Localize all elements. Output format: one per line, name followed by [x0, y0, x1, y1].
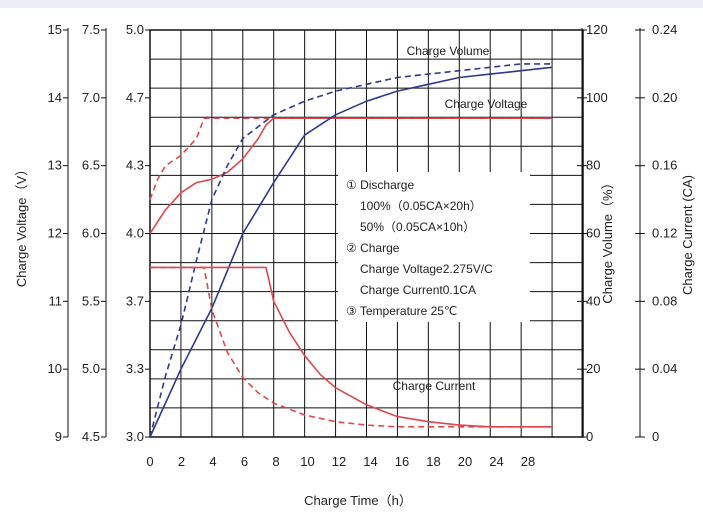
- y-tick-label-left-1: 12: [48, 226, 62, 241]
- x-tick-label: 2: [178, 454, 185, 469]
- y-tick-label-right-1: 60: [586, 226, 600, 241]
- y-tick-label-left-2: 4.5: [82, 429, 100, 444]
- y-tick-label-left-2: 7.5: [82, 22, 100, 37]
- y-axis-title-voltage: Charge Voltage（V）: [14, 163, 29, 287]
- y-tick-label-right-1: 100: [586, 90, 608, 105]
- y-tick-label-left-1: 15: [48, 22, 62, 37]
- y-tick-label-right-2: 0.08: [652, 293, 677, 308]
- y-tick-label-left-2: 6.5: [82, 158, 100, 173]
- x-tick-label: 12: [332, 454, 346, 469]
- y-tick-label-left-3: 4.7: [126, 90, 144, 105]
- y-tick-label-left-1: 14: [48, 90, 62, 105]
- x-tick-label: 10: [300, 454, 314, 469]
- y-tick-label-right-1: 20: [586, 361, 600, 376]
- y-tick-label-left-2: 5.0: [82, 361, 100, 376]
- annotation-line: ① Discharge: [346, 178, 414, 192]
- y-tick-label-left-2: 6.0: [82, 226, 100, 241]
- y-tick-label-right-1: 120: [586, 22, 608, 37]
- y-tick-label-right-1: 80: [586, 158, 600, 173]
- y-tick-label-right-2: 0.04: [652, 361, 677, 376]
- y-tick-label-left-3: 4.3: [126, 158, 144, 173]
- annotation-line: Charge Current0.1CA: [360, 283, 476, 297]
- y-tick-label-right-2: 0.20: [652, 90, 677, 105]
- x-tick-label: 20: [458, 454, 472, 469]
- x-tick-label: 8: [272, 454, 279, 469]
- y-tick-label-left-3: 5.0: [126, 22, 144, 37]
- curve-label-charge-volume: Charge Volume: [407, 44, 490, 58]
- y-tick-label-right-1: 0: [586, 429, 593, 444]
- y-tick-label-right-1: 40: [586, 293, 600, 308]
- x-tick-label: 16: [395, 454, 409, 469]
- charge-volume-curve-dashed: [149, 63, 553, 438]
- y-tick-label-left-1: 10: [48, 361, 62, 376]
- annotation-line: Charge Voltage2.275V/C: [360, 262, 493, 276]
- annotation-line: ② Charge: [346, 241, 400, 255]
- curve-label-charge-current: Charge Current: [393, 379, 476, 393]
- x-tick-label: 24: [489, 454, 503, 469]
- charge-current-curve-solid: [150, 266, 553, 428]
- x-tick-label: 18: [426, 454, 440, 469]
- x-tick-label: 4: [209, 454, 216, 469]
- x-tick-label: 0: [146, 454, 153, 469]
- axes: 15 14 13 12 11 10 9 7.5 7.0 6.5 6.0 5.5 5.0 4.5 5.0 4.7…: [14, 22, 695, 508]
- y-tick-label-left-3: 3.7: [126, 293, 144, 308]
- annotation-line: ③ Temperature 25℃: [346, 304, 457, 318]
- x-tick-label: 14: [363, 454, 377, 469]
- y-tick-label-left-3: 4.0: [126, 226, 144, 241]
- x-tick-label: 6: [241, 454, 248, 469]
- y-tick-label-left-2: 7.0: [82, 90, 100, 105]
- x-axis-title: Charge Time（h）: [304, 493, 412, 508]
- series: [149, 63, 553, 438]
- y-tick-label-right-2: 0.24: [652, 22, 677, 37]
- y-tick-label-left-2: 5.5: [82, 293, 100, 308]
- top-strip: [0, 0, 703, 8]
- y-tick-label-left-1: 13: [48, 158, 62, 173]
- y-tick-label-left-3: 3.3: [126, 361, 144, 376]
- labels: Charge Volume Charge Voltage Charge Curren…: [338, 44, 530, 393]
- y-axis-title-current: Charge Current (CA): [680, 175, 695, 295]
- y-tick-label-left-3: 3.0: [126, 429, 144, 444]
- y-axis-title-volume: Charge Volume（%）: [600, 176, 615, 303]
- charge-current-curve-dashed: [150, 266, 553, 428]
- annotation-line: 100%（0.05CA×20h）: [360, 199, 482, 213]
- annotation-box: [338, 172, 530, 322]
- y-tick-label-right-2: 0: [652, 429, 659, 444]
- annotation-line: 50%（0.05CA×10h）: [360, 220, 475, 234]
- charge-voltage-curve-dashed: [149, 117, 553, 200]
- charge-volume-curve-solid: [149, 66, 553, 438]
- y-tick-label-right-2: 0.12: [652, 226, 677, 241]
- curve-label-charge-voltage: Charge Voltage: [445, 97, 528, 111]
- y-tick-label-left-1: 9: [55, 429, 62, 444]
- y-tick-label-right-2: 0.16: [652, 158, 677, 173]
- x-tick-label: 28: [521, 454, 535, 469]
- y-tick-label-left-1: 11: [49, 293, 63, 308]
